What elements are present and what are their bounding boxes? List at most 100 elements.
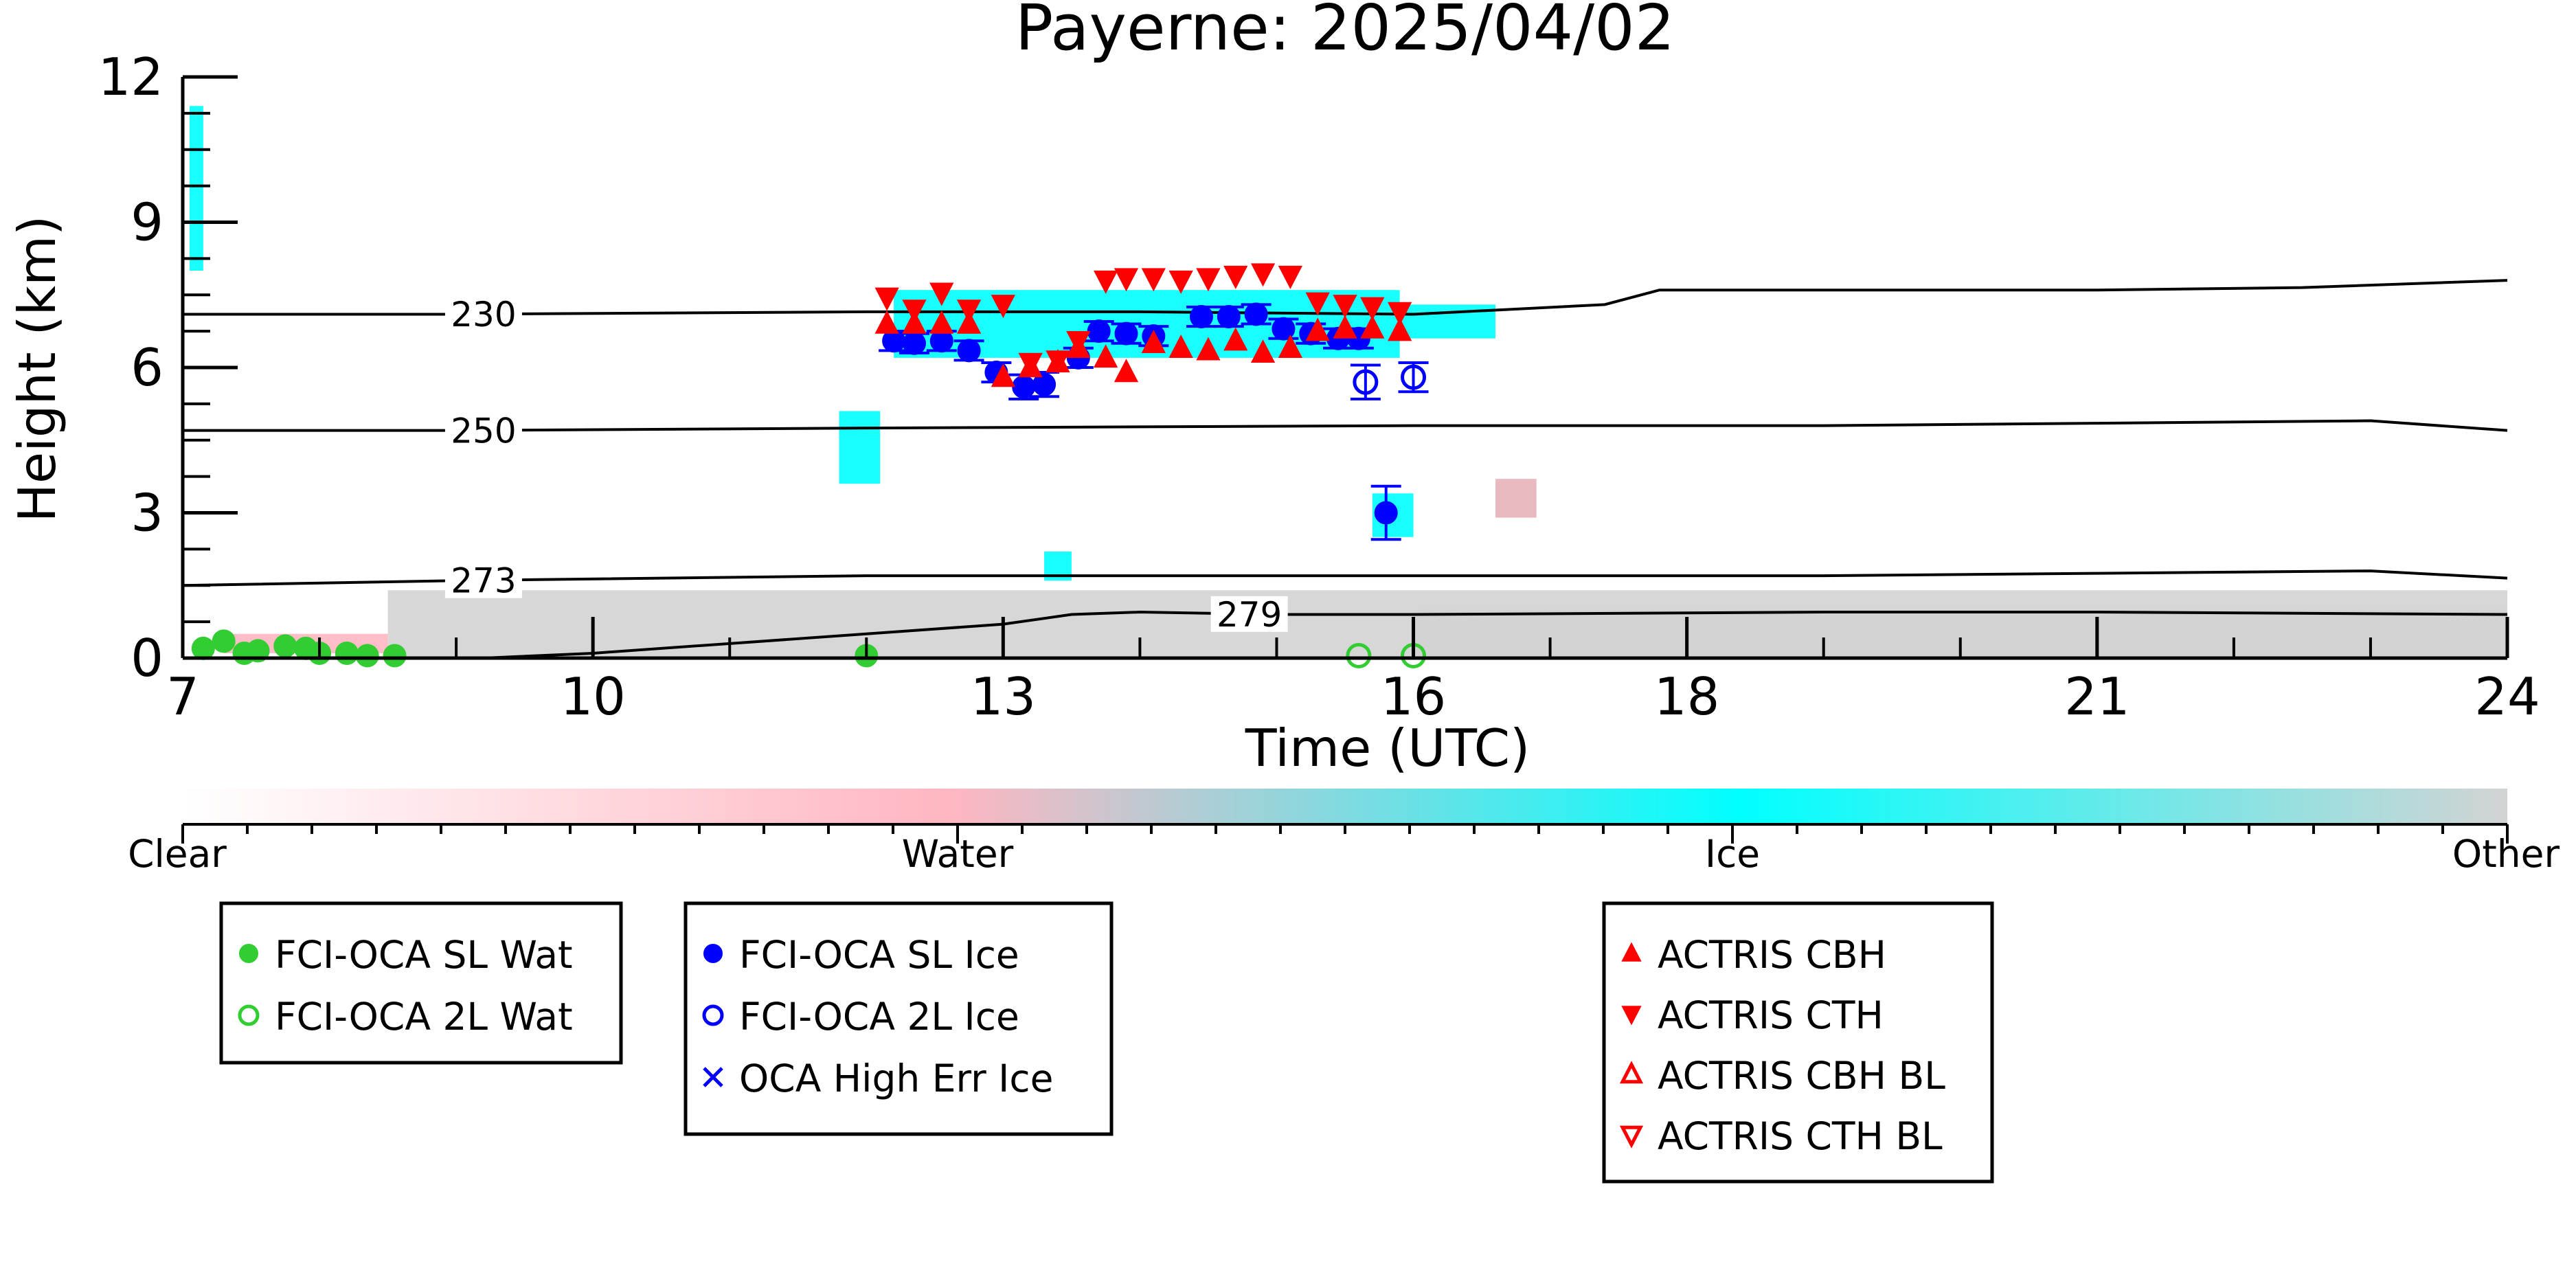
y-tick-label: 3 bbox=[131, 483, 163, 543]
colorbar: Clear Water Ice Other bbox=[128, 789, 2560, 876]
data-point bbox=[1196, 268, 1221, 292]
legend-entry-fci-oca-2l-wat: FCI-OCA 2L Wat bbox=[238, 995, 573, 1039]
data-point bbox=[1272, 317, 1296, 341]
isotherm-label-230: 230 bbox=[451, 295, 516, 335]
data-point bbox=[1141, 268, 1166, 292]
chart-title: Payerne: 2025/04/02 bbox=[1015, 0, 1675, 65]
isotherm-layer: 230 250 273 279 bbox=[182, 279, 2508, 659]
legend-marker bbox=[1619, 1125, 1644, 1149]
data-point bbox=[902, 300, 927, 324]
x-tick-label: 16 bbox=[1381, 666, 1446, 727]
x-tick-label: 10 bbox=[560, 666, 625, 727]
data-point bbox=[991, 363, 1015, 387]
isotherm-230 bbox=[183, 279, 2508, 316]
legend-marker bbox=[702, 1004, 724, 1026]
x-axis-label: Time (UTC) bbox=[1245, 718, 1530, 778]
y-tick-label: 0 bbox=[131, 628, 163, 688]
legend-frame bbox=[1602, 901, 1994, 1184]
colorbar-label-clear: Clear bbox=[128, 832, 227, 876]
y-tick-label: 6 bbox=[131, 337, 163, 398]
data-point bbox=[1250, 263, 1276, 287]
data-point bbox=[1087, 319, 1111, 343]
data-point bbox=[1114, 321, 1138, 346]
data-point bbox=[1387, 317, 1412, 341]
legend-entry-actris-cth-bl: ACTRIS CTH BL bbox=[1619, 1114, 1943, 1158]
data-point bbox=[1196, 337, 1221, 361]
data-point bbox=[1114, 359, 1139, 383]
x-tick-label: 18 bbox=[1654, 666, 1719, 727]
legend-entry-oca-high-err-ice: OCA High Err Ice bbox=[703, 1057, 1053, 1100]
data-point bbox=[1189, 304, 1213, 328]
data-point bbox=[874, 310, 899, 334]
y-axis-label: Height (km) bbox=[7, 216, 67, 523]
legend-box-2: FCI-OCA SL Ice FCI-OCA 2L Ice OCA High Err… bbox=[683, 901, 1114, 1136]
legend-box-1: FCI-OCA SL Wat FCI-OCA 2L Wat bbox=[219, 901, 623, 1065]
legend-marker bbox=[239, 944, 258, 963]
cloud-field-ice-7 bbox=[189, 106, 203, 271]
data-point bbox=[1401, 364, 1427, 390]
legend-marker bbox=[703, 944, 723, 963]
marker-layer bbox=[191, 263, 1429, 668]
axes-layer: 0 3 6 9 12 7 10 13 16 18 21 24 bbox=[98, 47, 2540, 727]
data-point bbox=[1346, 642, 1372, 668]
colorbar-ticks bbox=[181, 824, 2509, 844]
legend-entry-actris-cbh-bl: ACTRIS CBH BL bbox=[1619, 1054, 1945, 1098]
legend-box-3: ACTRIS CBH ACTRIS CTH ACTRIS CBH BL ACTRIS … bbox=[1602, 901, 1994, 1184]
cloud-field-water-9 bbox=[1495, 479, 1537, 518]
isotherm-label-273: 273 bbox=[451, 561, 516, 601]
colorbar-label-ice: Ice bbox=[1705, 832, 1760, 876]
legend-label: FCI-OCA 2L Ice bbox=[739, 995, 1019, 1039]
legend-entry-fci-oca-sl-ice: FCI-OCA SL Ice bbox=[703, 933, 1019, 977]
x-tick-label: 7 bbox=[166, 666, 199, 727]
data-point bbox=[1387, 302, 1412, 326]
data-point bbox=[1066, 331, 1091, 354]
isotherm-label-bg-230 bbox=[444, 296, 522, 332]
legend-label: FCI-OCA SL Wat bbox=[275, 933, 573, 977]
legend-marker bbox=[1621, 1006, 1642, 1026]
data-point bbox=[335, 641, 359, 665]
data-point bbox=[1223, 265, 1248, 289]
legend-entry-actris-cbh: ACTRIS CBH bbox=[1621, 933, 1886, 977]
legend-frame bbox=[219, 901, 623, 1065]
isotherm-label-bg-250 bbox=[444, 412, 522, 449]
legend-marker bbox=[238, 1004, 260, 1026]
colorbar-label-other: Other bbox=[2452, 832, 2560, 876]
legend-label: ACTRIS CTH BL bbox=[1658, 1114, 1943, 1158]
cloud-field-layer bbox=[189, 106, 2507, 658]
data-point bbox=[1250, 339, 1276, 363]
data-point bbox=[1333, 295, 1357, 319]
data-point bbox=[957, 339, 981, 363]
isotherm-250 bbox=[183, 419, 2508, 432]
data-point bbox=[1360, 297, 1385, 321]
data-point bbox=[1374, 501, 1398, 525]
data-point bbox=[383, 644, 407, 668]
legend-label: ACTRIS CBH BL bbox=[1658, 1054, 1945, 1098]
x-tick-label: 24 bbox=[2474, 666, 2540, 727]
colorbar-gradient bbox=[183, 789, 2507, 824]
y-tick-label: 9 bbox=[131, 192, 163, 253]
x-tick-label: 21 bbox=[2064, 666, 2129, 727]
data-point bbox=[1353, 369, 1379, 395]
y-tick-label: 12 bbox=[98, 47, 163, 107]
data-point bbox=[1244, 302, 1268, 326]
legend-marker bbox=[703, 1067, 723, 1087]
series-actris-cbh bbox=[874, 310, 1412, 387]
data-point bbox=[1278, 335, 1303, 358]
isotherm-label-bg-273 bbox=[444, 562, 522, 598]
cloud-field-ice-4 bbox=[839, 411, 881, 484]
legend-entry-fci-oca-sl-wat: FCI-OCA SL Wat bbox=[239, 933, 573, 977]
data-point bbox=[1168, 335, 1193, 358]
legend-entry-actris-cth: ACTRIS CTH bbox=[1621, 993, 1884, 1037]
series-fci-oca-2l-ice bbox=[1350, 361, 1429, 400]
data-point bbox=[191, 636, 215, 660]
legend-entry-fci-oca-2l-ice: FCI-OCA 2L Ice bbox=[702, 995, 1019, 1039]
data-point bbox=[874, 287, 899, 311]
data-point bbox=[1046, 350, 1070, 374]
data-point bbox=[1012, 375, 1036, 399]
data-point bbox=[212, 629, 236, 653]
data-point bbox=[1094, 270, 1118, 294]
legend-label: ACTRIS CBH bbox=[1658, 933, 1886, 977]
data-point bbox=[273, 634, 297, 658]
data-point bbox=[1305, 292, 1330, 316]
